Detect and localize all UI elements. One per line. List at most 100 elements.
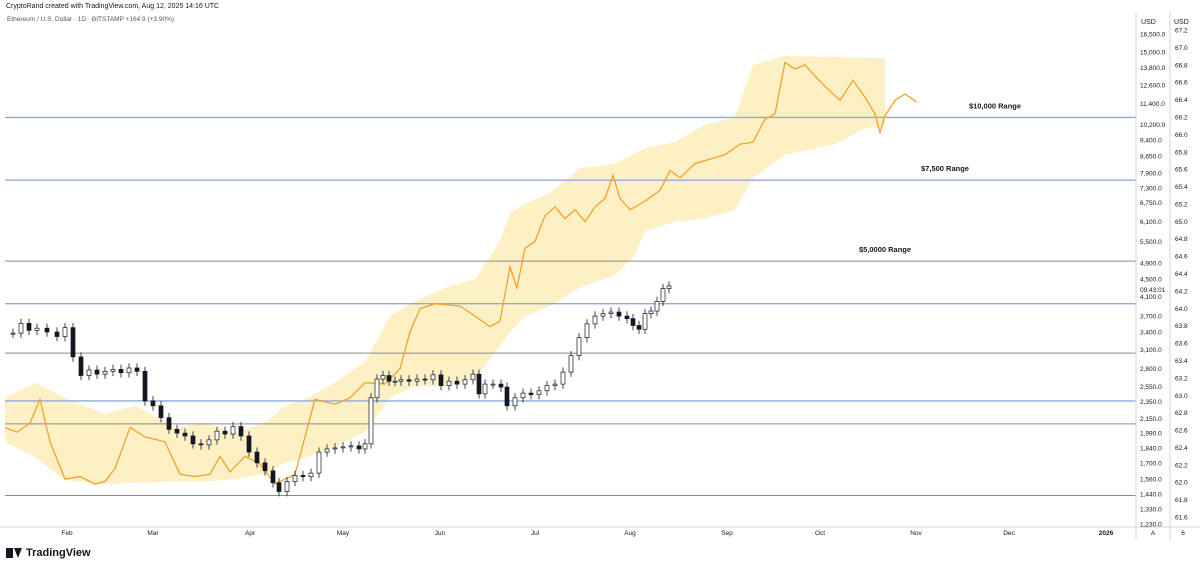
brand-name: TradingView — [26, 547, 91, 559]
candle-71 — [560, 371, 566, 385]
candle-53 — [422, 378, 428, 381]
candle-67 — [528, 392, 534, 395]
candle-26 — [222, 430, 228, 435]
candle-24 — [206, 439, 212, 446]
candle-12 — [110, 368, 116, 372]
symbol-info: Ethereum / U.S. Dollar · 1D · BITSTAMP +… — [7, 16, 175, 23]
right-tick-26: 62.0 — [1175, 480, 1188, 487]
candle-9 — [86, 369, 92, 376]
candle-29 — [246, 435, 252, 453]
tradingview-brand[interactable]: TradingView — [6, 547, 91, 559]
candle-42 — [348, 445, 354, 448]
right-tick-7: 65.8 — [1175, 149, 1188, 156]
x-tick-8: Oct — [815, 530, 825, 537]
candle-21 — [182, 432, 188, 437]
x-tick-11: 2026 — [1099, 530, 1114, 537]
right-tick-5: 66.2 — [1175, 114, 1188, 121]
left-tick-11: 6,100.0 — [1140, 219, 1162, 226]
candle-75 — [592, 315, 598, 325]
x-tick-7: Sep — [721, 530, 733, 537]
candle-0 — [10, 332, 16, 335]
x-tick-6: Aug — [624, 530, 636, 537]
candle-1 — [18, 322, 24, 334]
left-tick-14: 4,500.0 — [1140, 277, 1162, 284]
left-axis-title: USD — [1141, 19, 1156, 26]
candle-33 — [276, 482, 282, 492]
right-tick-27: 61.8 — [1175, 497, 1188, 504]
left-tick-0: 16,500.0 — [1140, 31, 1166, 38]
candle-60 — [476, 373, 482, 395]
candle-15 — [134, 367, 140, 372]
candle-83 — [648, 310, 654, 314]
candle-37 — [308, 472, 314, 477]
candle-5 — [54, 331, 60, 337]
candle-59 — [470, 373, 476, 381]
right-tick-15: 64.2 — [1175, 288, 1188, 295]
candle-76 — [600, 313, 606, 317]
candle-52 — [414, 378, 420, 382]
chart-credit: CryptoRand created with TradingView.com,… — [6, 3, 220, 10]
right-tick-19: 63.4 — [1175, 358, 1188, 365]
left-tick-26: 1,560.0 — [1140, 477, 1162, 484]
right-tick-11: 65.0 — [1175, 219, 1188, 226]
candle-84 — [654, 301, 660, 312]
candle-64 — [504, 386, 510, 407]
candle-41 — [340, 446, 346, 449]
candle-49 — [392, 380, 398, 383]
right-tick-18: 63.6 — [1175, 341, 1188, 348]
right-tick-8: 65.6 — [1175, 167, 1188, 174]
right-tick-20: 63.2 — [1175, 375, 1188, 382]
candle-81 — [636, 325, 642, 330]
candle-23 — [198, 443, 204, 446]
right-tick-1: 67.0 — [1175, 45, 1188, 52]
x-tick-2: Apr — [245, 530, 256, 537]
left-tick-10: 6,750.0 — [1140, 200, 1162, 207]
candle-58 — [462, 379, 468, 385]
candle-20 — [174, 429, 180, 434]
candle-79 — [624, 315, 630, 319]
right-tick-22: 62.8 — [1175, 410, 1188, 417]
candle-35 — [292, 475, 298, 482]
candle-8 — [78, 356, 84, 376]
tradingview-logo-icon — [6, 548, 22, 558]
candle-56 — [446, 380, 452, 386]
right-tick-2: 66.8 — [1175, 62, 1188, 69]
right-tick-6: 66.0 — [1175, 132, 1188, 139]
candle-38 — [316, 451, 322, 474]
x-tick-10: Dec — [1003, 530, 1015, 537]
candle-3 — [34, 327, 40, 331]
candle-55 — [438, 374, 444, 386]
x-tick-1: Mar — [147, 530, 159, 537]
left-tick-23: 1,990.0 — [1140, 431, 1162, 438]
left-tick-1: 15,000.0 — [1140, 49, 1166, 56]
candle-34 — [284, 481, 290, 492]
left-tick-17: 3,400.0 — [1140, 330, 1162, 337]
candle-14 — [126, 367, 132, 374]
axis-footer-b: 6 — [1181, 530, 1185, 537]
left-tick-22: 2,150.0 — [1140, 416, 1162, 423]
candle-77 — [608, 311, 614, 314]
candle-74 — [584, 323, 590, 339]
right-tick-13: 64.6 — [1175, 254, 1188, 261]
x-tick-5: Jul — [531, 530, 540, 537]
left-tick-18: 3,100.0 — [1140, 347, 1162, 354]
right-tick-21: 63.0 — [1175, 393, 1188, 400]
left-tick-24: 1,840.0 — [1140, 445, 1162, 452]
candle-22 — [190, 435, 196, 445]
left-tick-9: 7,300.0 — [1140, 185, 1162, 192]
candle-73 — [576, 337, 582, 356]
candle-68 — [536, 390, 542, 395]
axis-footer-a: A — [1151, 530, 1156, 537]
candle-80 — [630, 318, 636, 326]
left-tick-6: 9,400.0 — [1140, 138, 1162, 145]
right-tick-24: 62.4 — [1175, 445, 1188, 452]
candle-28 — [238, 426, 244, 437]
candle-51 — [406, 379, 412, 382]
right-axis-title: USD — [1174, 19, 1189, 26]
left-tick-15: 4,100.0 — [1140, 294, 1162, 301]
candle-44 — [362, 443, 368, 450]
right-tick-12: 64.8 — [1175, 236, 1188, 243]
candle-32 — [270, 470, 276, 484]
candle-11 — [102, 371, 108, 375]
